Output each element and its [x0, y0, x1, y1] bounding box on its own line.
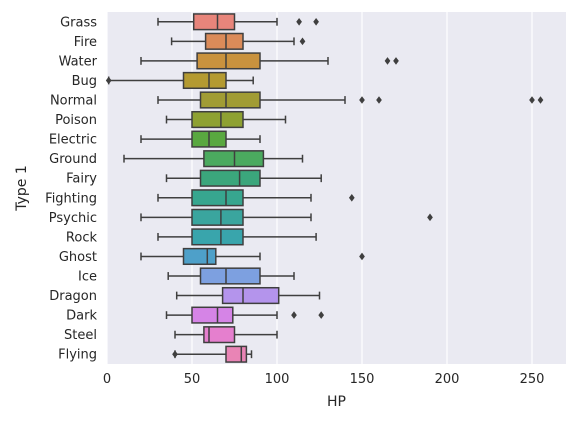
y-tick-label: Bug: [72, 74, 97, 89]
y-tick-label: Ground: [49, 152, 97, 167]
y-tick-label: Grass: [60, 15, 97, 30]
box-iqr: [199, 91, 261, 109]
outlier-point: [105, 76, 112, 85]
box-iqr: [221, 286, 280, 305]
plot-background: [107, 12, 566, 364]
box-group-normal: [157, 91, 544, 109]
box-group-dark: [165, 306, 325, 324]
box-iqr: [196, 52, 261, 70]
box-group-dragon: [175, 286, 321, 305]
box-iqr: [182, 247, 217, 266]
y-tick-labels: Grass Fire Water Bug Normal Poison Electric Gro…: [45, 15, 97, 362]
box-iqr: [191, 228, 244, 246]
x-tick-label: 250: [520, 372, 545, 387]
box-group-water: [140, 52, 399, 70]
y-tick-label: Ghost: [59, 250, 97, 265]
box-group-ground: [123, 150, 304, 168]
outlier-point: [376, 96, 382, 104]
outlier-point: [427, 213, 433, 222]
box-iqr: [192, 13, 236, 31]
x-tick-label: 0: [103, 372, 111, 387]
y-tick-label: Fairy: [66, 172, 97, 187]
x-tick-label: 200: [435, 372, 460, 387]
outlier-point: [299, 37, 306, 46]
box-iqr: [191, 110, 244, 129]
box-group-poison: [165, 110, 287, 129]
y-tick-label: Rock: [66, 230, 98, 245]
y-tick-label: Fire: [74, 35, 97, 50]
x-tick-label: 50: [184, 372, 201, 387]
box-group-electric: [140, 130, 261, 148]
box-group-fairy: [165, 169, 322, 187]
y-tick-label: Flying: [58, 348, 97, 363]
outlier-point: [348, 193, 355, 202]
box-group-steel: [174, 326, 278, 344]
outlier-point: [537, 96, 544, 104]
y-tick-label: Psychic: [49, 211, 97, 226]
box-group-ice: [167, 267, 295, 285]
x-tick-label: 150: [350, 372, 375, 387]
box-group-bug: [105, 71, 254, 90]
outlier-point: [359, 252, 365, 261]
y-tick-label: Fighting: [45, 191, 97, 206]
box-iqr: [203, 150, 265, 168]
y-axis-label: Type 1: [14, 165, 30, 212]
box-group-psychic: [140, 208, 433, 226]
outlier-point: [359, 96, 365, 104]
box-iqr: [191, 189, 244, 207]
box-group-rock: [157, 228, 317, 246]
box-iqr: [199, 169, 261, 187]
box-iqr: [225, 345, 248, 363]
gridlines: [106, 12, 533, 364]
outlier-point: [529, 96, 535, 104]
outlier-point: [393, 57, 399, 65]
outlier-point: [318, 311, 325, 319]
y-tick-label: Electric: [49, 133, 97, 148]
box-group-grass: [157, 13, 319, 31]
box-iqr: [191, 306, 234, 324]
y-tick-label: Water: [59, 54, 98, 69]
outlier-point: [296, 17, 302, 26]
y-tick-label: Poison: [55, 113, 97, 128]
outlier-point: [384, 57, 391, 65]
y-tick-label: Normal: [50, 94, 97, 109]
box-group-ghost: [140, 247, 365, 266]
box-iqr: [182, 71, 227, 90]
x-tick-label: 100: [265, 372, 290, 387]
boxes-layer: [105, 13, 544, 363]
outlier-point: [291, 311, 297, 319]
y-tick-label: Steel: [64, 328, 97, 343]
box-iqr: [191, 208, 244, 226]
box-iqr: [204, 32, 244, 50]
box-group-flying: [172, 345, 253, 363]
box-group-fighting: [157, 189, 355, 207]
y-tick-label: Ice: [78, 270, 97, 285]
x-axis-label: HP: [327, 394, 346, 410]
box-iqr: [203, 326, 236, 344]
y-tick-label: Dark: [66, 309, 97, 324]
outlier-point: [172, 350, 178, 359]
box-group-fire: [170, 32, 306, 50]
y-tick-label: Dragon: [49, 289, 97, 304]
box-iqr: [199, 267, 261, 285]
outlier-point: [313, 17, 319, 26]
x-tick-labels: 0 50 100 150 200 250: [103, 372, 545, 387]
